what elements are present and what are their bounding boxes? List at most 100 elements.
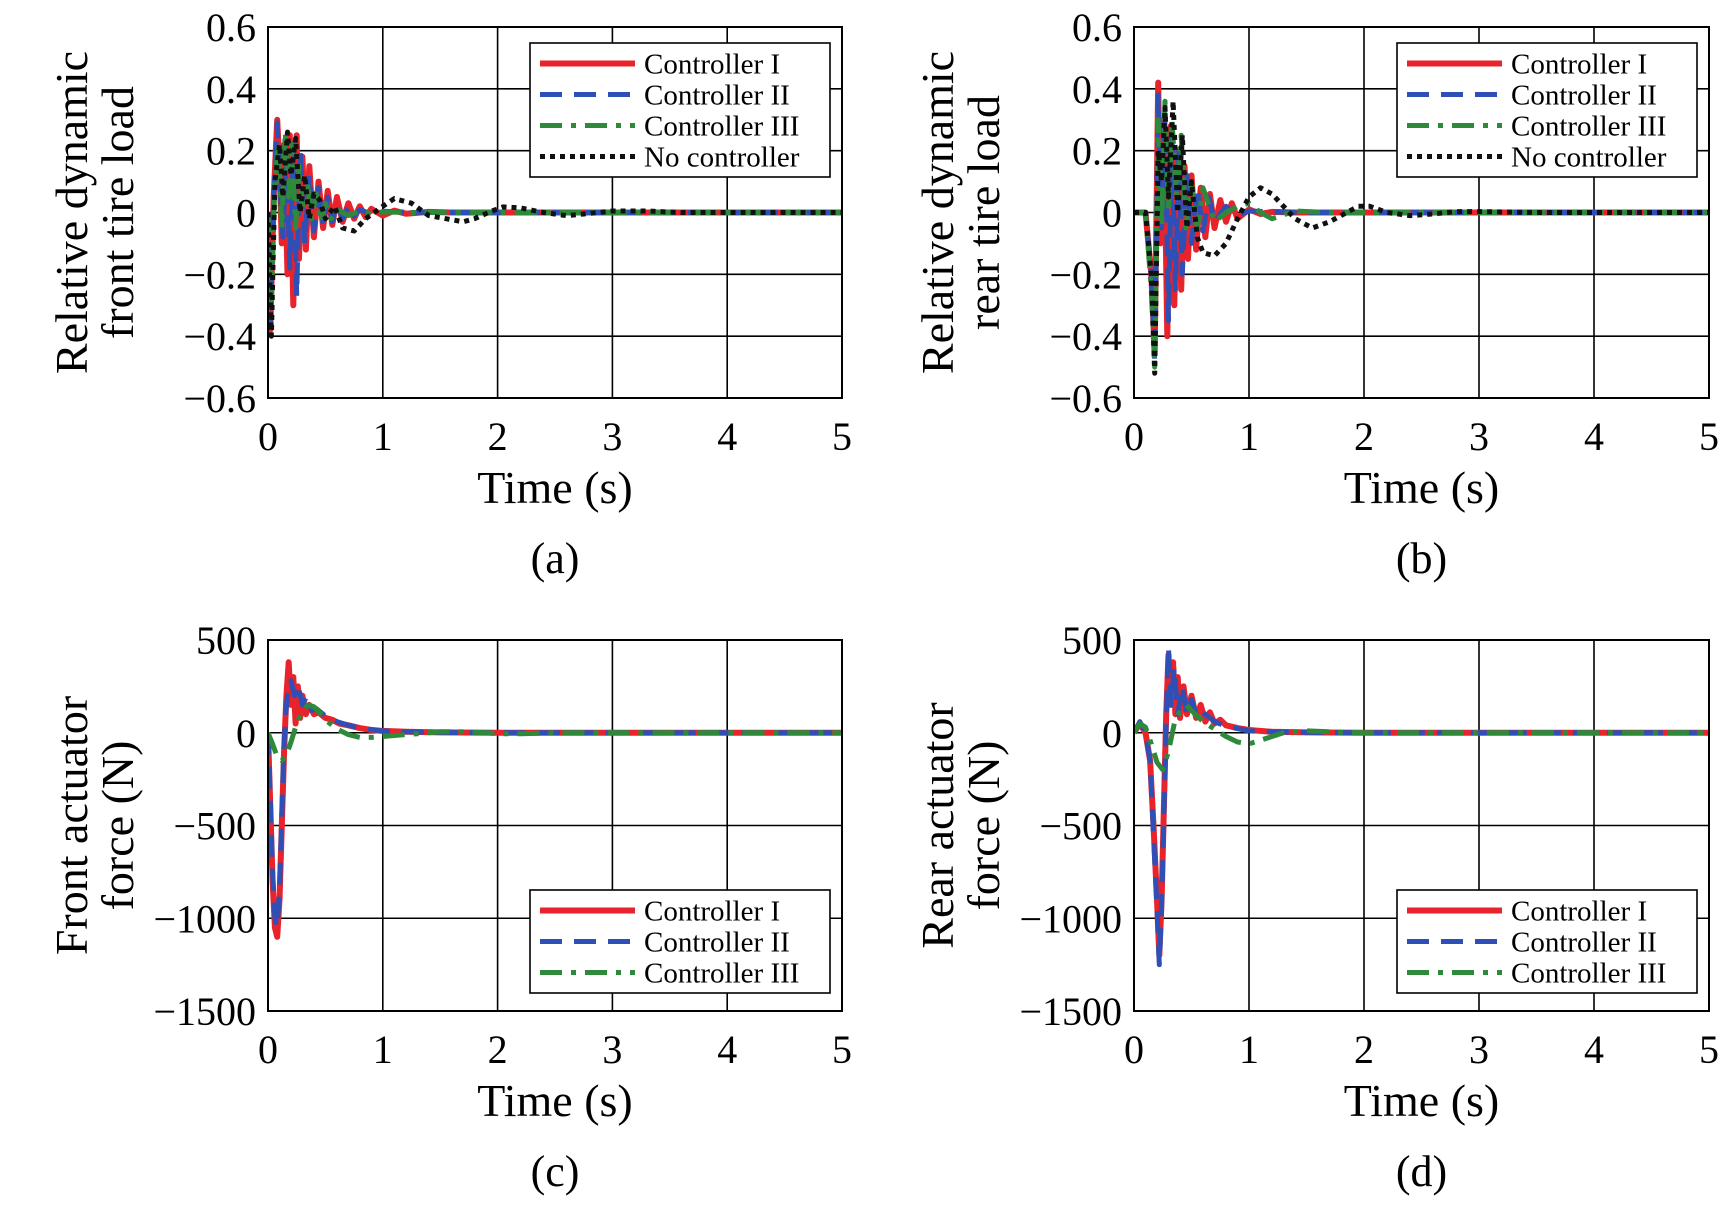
x-tick-label: 2 [488, 1027, 508, 1072]
x-tick-label: 3 [1469, 1027, 1489, 1072]
x-tick-label: 2 [1354, 1027, 1374, 1072]
x-tick-label: 5 [1699, 1027, 1719, 1072]
legend-label: Controller II [644, 80, 790, 112]
y-tick-label: 0.4 [206, 67, 256, 112]
y-tick-label: −0.4 [1049, 314, 1122, 359]
x-tick-label: 0 [1124, 414, 1144, 459]
legend-label: Controller II [1511, 80, 1657, 112]
series-line-controller-iii [268, 702, 842, 764]
legend-label: Controller I [1511, 896, 1647, 928]
legend-label: Controller I [644, 49, 780, 81]
legend-label: No controller [644, 142, 800, 174]
y-tick-label: −0.2 [1049, 252, 1122, 297]
x-axis-label: Time (s) [1344, 1075, 1500, 1126]
x-tick-label: 4 [1584, 414, 1604, 459]
y-axis-label-line: rear tire load [958, 95, 1009, 330]
y-tick-label: −1500 [153, 989, 256, 1034]
x-tick-label: 1 [1239, 1027, 1259, 1072]
x-tick-label: 4 [717, 414, 737, 459]
x-tick-label: 2 [1354, 414, 1374, 459]
y-tick-label: 0.6 [1072, 5, 1122, 50]
y-tick-label: 0 [1102, 711, 1122, 756]
y-axis-label-line: force (N) [958, 741, 1009, 911]
y-tick-label: −500 [173, 804, 256, 849]
x-tick-label: 3 [602, 1027, 622, 1072]
y-tick-label: 0.4 [1072, 67, 1122, 112]
y-tick-label: −1500 [1019, 989, 1122, 1034]
y-tick-label: 500 [196, 618, 256, 663]
x-tick-label: 1 [373, 1027, 393, 1072]
y-tick-label: −0.6 [183, 376, 256, 421]
y-axis-label-line: force (N) [92, 741, 143, 911]
plot-frame [1133, 26, 1710, 399]
series-group [268, 116, 842, 339]
y-tick-label: 0.2 [1072, 129, 1122, 174]
y-axis-label-line: Relative dynamic [46, 51, 97, 374]
series-line-controller-iii [1134, 98, 1709, 370]
x-tick-label: 4 [717, 1027, 737, 1072]
x-tick-label: 5 [832, 414, 852, 459]
series-line-controller-iii [1134, 702, 1709, 773]
panel-caption: (d) [1396, 1147, 1447, 1196]
panel-caption: (b) [1396, 534, 1447, 583]
legend-label: Controller III [1511, 958, 1666, 990]
y-tick-label: −500 [1039, 804, 1122, 849]
panel-a: 0 1 2 3 4 5 −0.6 −0.4 −0.2 0 0.2 0.4 0.6 Time (s) Rela… [46, 5, 852, 583]
y-axis-label-line: Front actuator [46, 696, 97, 955]
panel-c: 0 1 2 3 4 5 −1500 −1000 −500 0 500 Time (s) Front ac… [46, 618, 852, 1196]
x-tick-label: 0 [258, 414, 278, 459]
series-line-controller-ii [1134, 92, 1709, 364]
series-line-no-controller [1134, 98, 1709, 376]
panel-caption: (a) [531, 534, 580, 583]
series-group [268, 659, 842, 940]
legend-label: Controller II [644, 927, 790, 959]
y-tick-label: −1000 [153, 896, 256, 941]
y-tick-label: −0.4 [183, 314, 256, 359]
y-axis-label-line: Relative dynamic [912, 51, 963, 374]
legend-label: Controller I [644, 896, 780, 928]
y-tick-label: 0.6 [206, 5, 256, 50]
legend-label: No controller [1511, 142, 1667, 174]
y-tick-label: 0.2 [206, 129, 256, 174]
series-line-controller-iii [268, 129, 842, 308]
y-tick-label: 0 [1102, 191, 1122, 236]
y-tick-label: 0 [236, 711, 256, 756]
legend-label: Controller I [1511, 49, 1647, 81]
y-tick-label: −0.2 [183, 252, 256, 297]
x-tick-label: 5 [832, 1027, 852, 1072]
series-group [1134, 644, 1709, 968]
x-axis-label: Time (s) [477, 462, 633, 513]
series-line-controller-ii [268, 678, 842, 930]
y-tick-label: 500 [1062, 618, 1122, 663]
y-tick-label: 0 [236, 191, 256, 236]
x-tick-label: 1 [373, 414, 393, 459]
x-tick-label: 5 [1699, 414, 1719, 459]
y-axis-label-line: Rear actuator [912, 702, 963, 948]
legend-label: Controller III [644, 958, 799, 990]
series-line-no-controller [268, 129, 842, 339]
series-group [1134, 79, 1709, 376]
y-tick-label: −0.6 [1049, 376, 1122, 421]
legend-label: Controller II [1511, 927, 1657, 959]
x-tick-label: 4 [1584, 1027, 1604, 1072]
x-tick-label: 3 [602, 414, 622, 459]
y-tick-label: −1000 [1019, 896, 1122, 941]
x-tick-label: 0 [258, 1027, 278, 1072]
plot-frame [267, 26, 843, 399]
x-tick-label: 1 [1239, 414, 1259, 459]
plot-frame [1133, 639, 1710, 1012]
x-tick-label: 0 [1124, 1027, 1144, 1072]
plot-frame [267, 639, 843, 1012]
panel-caption: (c) [531, 1147, 580, 1196]
legend-label: Controller III [1511, 111, 1666, 143]
y-axis-label-line: front tire load [92, 86, 143, 339]
panel-b: 0 1 2 3 4 5 −0.6 −0.4 −0.2 0 0.2 0.4 0.6 Time (s) Rela… [912, 5, 1719, 583]
